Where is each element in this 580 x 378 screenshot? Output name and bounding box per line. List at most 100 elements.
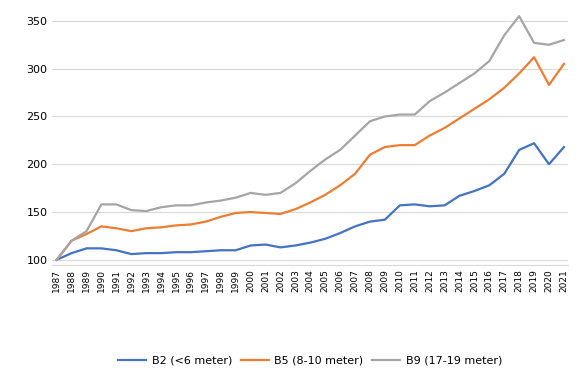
B9 (17-19 meter) (202, 200, 209, 205)
B9 (17-19 meter) (471, 71, 478, 76)
B9 (17-19 meter) (516, 14, 523, 19)
B5 (8-10 meter) (456, 116, 463, 121)
B2 (<6 meter) (292, 243, 299, 248)
B5 (8-10 meter) (83, 232, 90, 236)
B5 (8-10 meter) (232, 211, 239, 215)
B5 (8-10 meter) (336, 183, 343, 187)
B9 (17-19 meter) (351, 133, 358, 138)
B9 (17-19 meter) (187, 203, 194, 208)
B2 (<6 meter) (367, 219, 374, 224)
B5 (8-10 meter) (262, 211, 269, 215)
B9 (17-19 meter) (396, 112, 403, 117)
B5 (8-10 meter) (172, 223, 179, 228)
B9 (17-19 meter) (292, 181, 299, 186)
B9 (17-19 meter) (53, 257, 60, 262)
B2 (<6 meter) (411, 202, 418, 207)
B2 (<6 meter) (83, 246, 90, 251)
B9 (17-19 meter) (113, 202, 120, 207)
B5 (8-10 meter) (471, 107, 478, 111)
B2 (<6 meter) (158, 251, 165, 256)
B9 (17-19 meter) (382, 114, 389, 119)
B2 (<6 meter) (471, 189, 478, 193)
B5 (8-10 meter) (546, 83, 553, 87)
B5 (8-10 meter) (218, 215, 224, 219)
B5 (8-10 meter) (53, 257, 60, 262)
B5 (8-10 meter) (426, 133, 433, 138)
B2 (<6 meter) (396, 203, 403, 208)
B2 (<6 meter) (426, 204, 433, 209)
B5 (8-10 meter) (247, 210, 254, 214)
B2 (<6 meter) (351, 224, 358, 229)
B5 (8-10 meter) (516, 71, 523, 76)
B2 (<6 meter) (531, 141, 538, 146)
B9 (17-19 meter) (172, 203, 179, 208)
B5 (8-10 meter) (68, 239, 75, 243)
B2 (<6 meter) (143, 251, 150, 256)
B2 (<6 meter) (68, 251, 75, 256)
B2 (<6 meter) (336, 231, 343, 235)
B9 (17-19 meter) (143, 209, 150, 213)
B2 (<6 meter) (232, 248, 239, 253)
B5 (8-10 meter) (128, 229, 135, 234)
B2 (<6 meter) (187, 250, 194, 254)
B5 (8-10 meter) (441, 125, 448, 130)
B2 (<6 meter) (382, 217, 389, 222)
B9 (17-19 meter) (307, 169, 314, 173)
B9 (17-19 meter) (158, 205, 165, 209)
B5 (8-10 meter) (486, 97, 493, 102)
B2 (<6 meter) (262, 242, 269, 247)
B5 (8-10 meter) (501, 85, 508, 90)
B2 (<6 meter) (486, 183, 493, 187)
B9 (17-19 meter) (441, 90, 448, 95)
B2 (<6 meter) (53, 257, 60, 262)
B9 (17-19 meter) (367, 119, 374, 124)
B9 (17-19 meter) (411, 112, 418, 117)
B2 (<6 meter) (501, 172, 508, 176)
B5 (8-10 meter) (277, 212, 284, 216)
B5 (8-10 meter) (292, 207, 299, 211)
B9 (17-19 meter) (501, 33, 508, 37)
B9 (17-19 meter) (336, 148, 343, 152)
B2 (<6 meter) (441, 203, 448, 208)
B5 (8-10 meter) (531, 55, 538, 59)
B5 (8-10 meter) (158, 225, 165, 229)
B9 (17-19 meter) (128, 208, 135, 212)
B5 (8-10 meter) (98, 224, 105, 229)
B2 (<6 meter) (560, 145, 567, 149)
B9 (17-19 meter) (560, 38, 567, 42)
B5 (8-10 meter) (187, 222, 194, 227)
B2 (<6 meter) (277, 245, 284, 249)
B2 (<6 meter) (98, 246, 105, 251)
B5 (8-10 meter) (143, 226, 150, 231)
B5 (8-10 meter) (382, 145, 389, 149)
B9 (17-19 meter) (68, 239, 75, 243)
Line: B5 (8-10 meter): B5 (8-10 meter) (57, 57, 564, 260)
B2 (<6 meter) (113, 248, 120, 253)
B2 (<6 meter) (202, 249, 209, 254)
B9 (17-19 meter) (262, 192, 269, 197)
B2 (<6 meter) (322, 237, 329, 241)
B2 (<6 meter) (307, 240, 314, 245)
B2 (<6 meter) (456, 194, 463, 198)
B9 (17-19 meter) (322, 157, 329, 162)
Legend: B2 (<6 meter), B5 (8-10 meter), B9 (17-19 meter): B2 (<6 meter), B5 (8-10 meter), B9 (17-1… (114, 351, 506, 370)
Line: B2 (<6 meter): B2 (<6 meter) (57, 143, 564, 260)
B2 (<6 meter) (546, 162, 553, 167)
B9 (17-19 meter) (218, 198, 224, 203)
B9 (17-19 meter) (456, 81, 463, 85)
B9 (17-19 meter) (232, 195, 239, 200)
B5 (8-10 meter) (202, 219, 209, 224)
B9 (17-19 meter) (277, 191, 284, 195)
B5 (8-10 meter) (322, 192, 329, 197)
B9 (17-19 meter) (426, 99, 433, 104)
B5 (8-10 meter) (351, 172, 358, 176)
B5 (8-10 meter) (113, 226, 120, 231)
B9 (17-19 meter) (247, 191, 254, 195)
B5 (8-10 meter) (411, 143, 418, 147)
B9 (17-19 meter) (531, 40, 538, 45)
B9 (17-19 meter) (486, 59, 493, 63)
B5 (8-10 meter) (367, 152, 374, 157)
B5 (8-10 meter) (396, 143, 403, 147)
B2 (<6 meter) (128, 252, 135, 256)
B5 (8-10 meter) (307, 200, 314, 205)
